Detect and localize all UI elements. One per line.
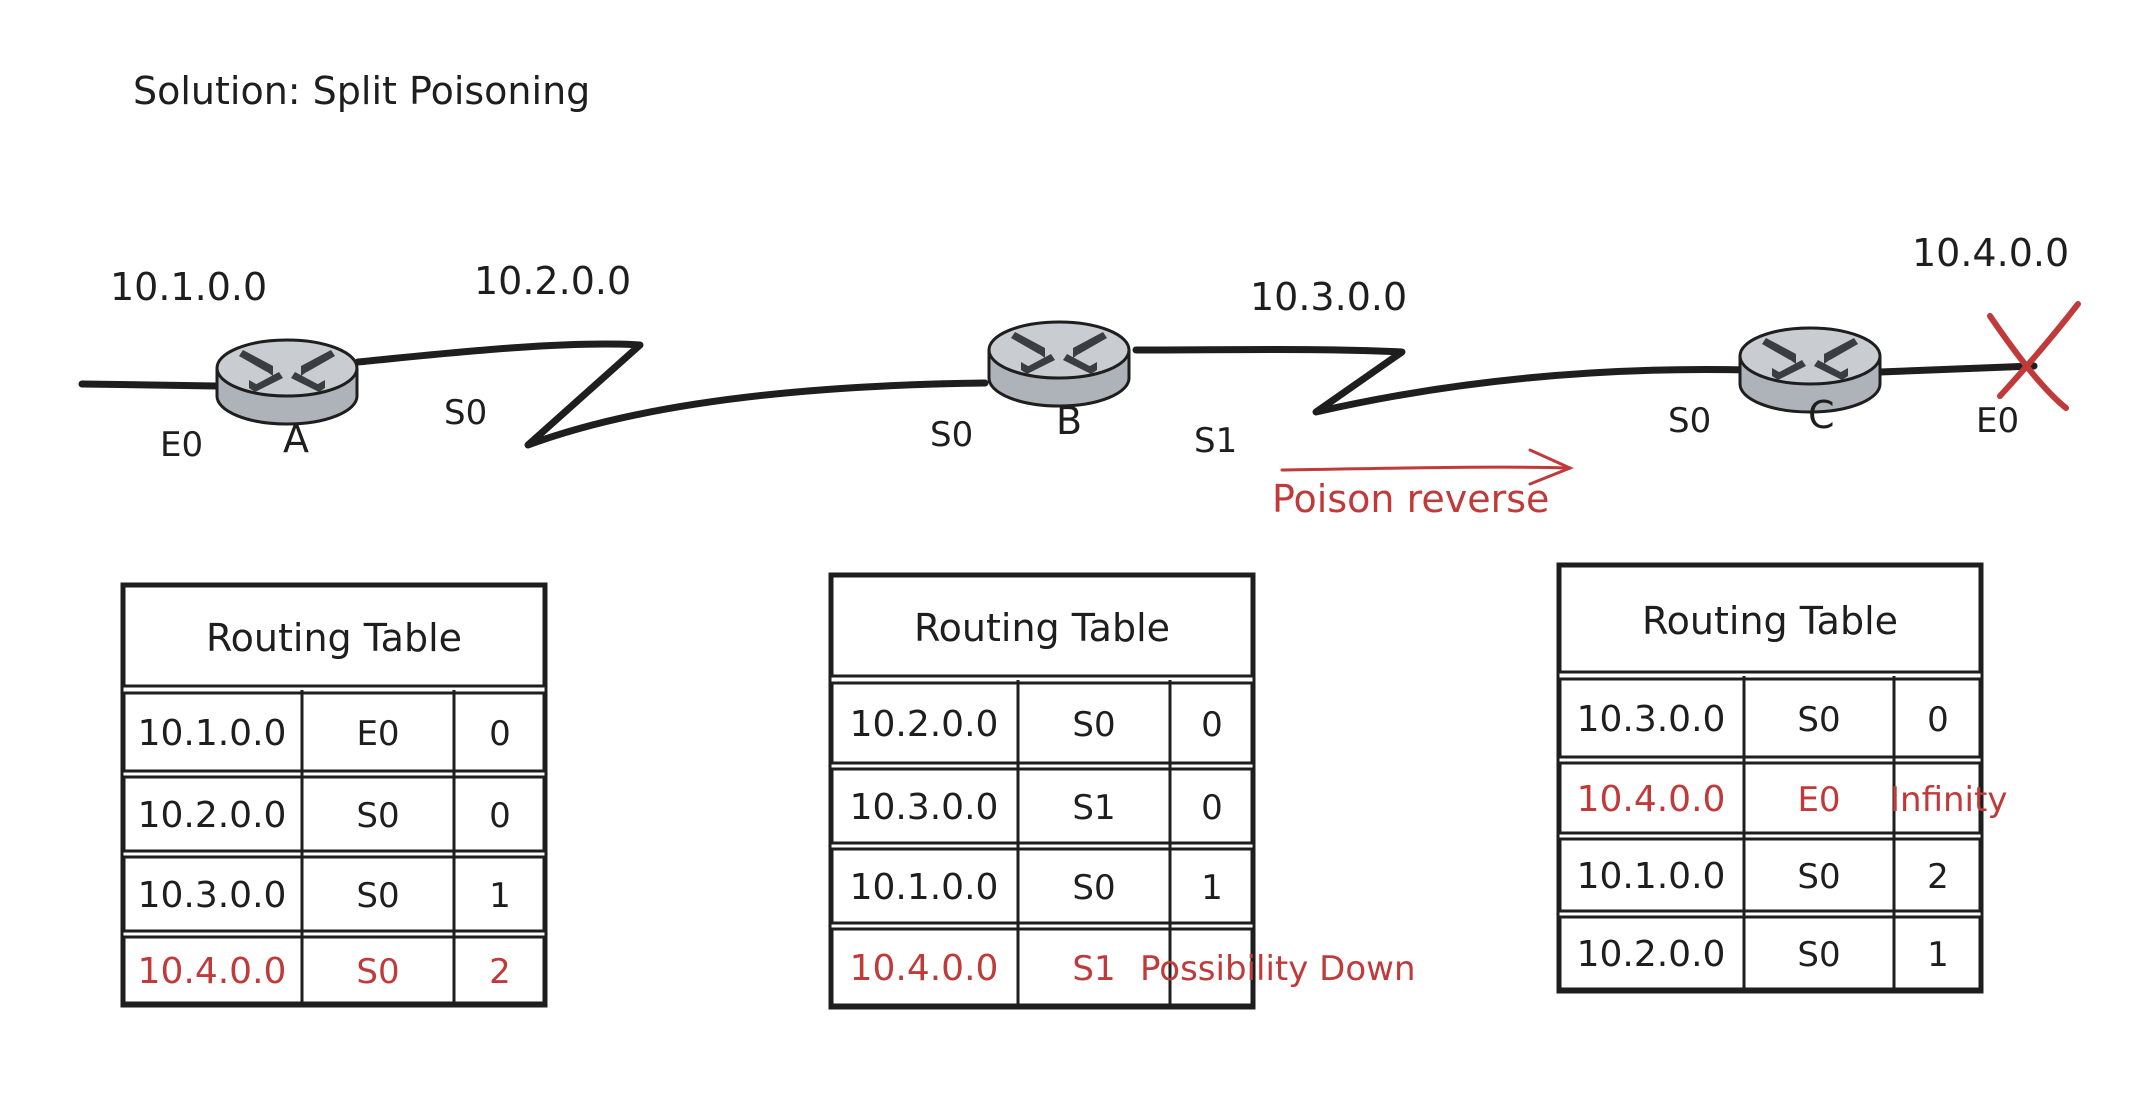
poison-reverse-arrow-icon — [1280, 448, 1574, 486]
iface-c-e0: E0 — [1976, 401, 2019, 441]
table-row — [122, 691, 546, 773]
table-border — [120, 582, 548, 1008]
table-cell-net: 10.4.0.0 — [850, 948, 999, 989]
router-b-label: B — [1056, 399, 1082, 443]
routing-table-c: Routing Table 10.3.0.0 S0 0 10.4.0.0 E0 Infini… — [1556, 562, 2007, 994]
table-cell-hops: Possibility Down — [1140, 949, 1416, 989]
table-row — [122, 775, 546, 853]
table-cell-net: 10.1.0.0 — [850, 867, 999, 908]
router-a-label: A — [283, 417, 309, 461]
table-header-box — [830, 574, 1254, 678]
table-row — [830, 927, 1254, 1007]
table-cell-iface: S0 — [1797, 700, 1840, 740]
router-c-label: C — [1808, 393, 1835, 437]
iface-a-e0: E0 — [160, 425, 203, 465]
table-cell-hops: 0 — [489, 714, 511, 754]
router-a-icon — [215, 338, 359, 426]
table-row — [1558, 915, 1982, 991]
table-header-box — [122, 584, 546, 688]
table-cell-hops: 1 — [1201, 868, 1223, 908]
table-header: Routing Table — [206, 616, 462, 660]
table-row — [830, 681, 1254, 765]
table-row — [122, 935, 546, 1005]
iface-c-s0: S0 — [1668, 401, 1711, 441]
table-row — [1558, 761, 1982, 835]
table-cell-net: 10.2.0.0 — [1577, 934, 1726, 975]
table-cell-net: 10.2.0.0 — [138, 795, 287, 836]
network-label-10-3-0-0: 10.3.0.0 — [1250, 275, 1407, 319]
diagram-title: Solution: Split Poisoning — [133, 69, 590, 113]
table-row — [122, 855, 546, 933]
poison-reverse-label: Poison reverse — [1272, 477, 1549, 521]
link-a-b-serial — [354, 340, 989, 449]
table-cell-net: 10.2.0.0 — [850, 704, 999, 745]
table-cell-hops: 0 — [1927, 700, 1949, 740]
table-cell-iface: E0 — [356, 714, 399, 754]
link-10-4-0-0 — [1876, 362, 2038, 376]
table-cell-hops: 1 — [1927, 935, 1949, 975]
table-cell-iface: E0 — [1797, 780, 1840, 820]
iface-b-s1: S1 — [1194, 421, 1237, 461]
table-cell-iface: S0 — [356, 876, 399, 916]
table-border — [828, 572, 1256, 1010]
table-cell-iface: S0 — [356, 796, 399, 836]
iface-b-s0: S0 — [930, 415, 973, 455]
table-cell-hops: Infinity — [1890, 780, 2007, 820]
table-header: Routing Table — [1642, 599, 1898, 643]
table-cell-iface: S0 — [1797, 857, 1840, 897]
table-border — [1556, 562, 1984, 994]
link-down-x-icon — [1987, 301, 2081, 411]
router-b-icon — [987, 320, 1131, 408]
table-row — [830, 767, 1254, 845]
table-cell-net: 10.1.0.0 — [138, 713, 287, 754]
table-cell-net: 10.3.0.0 — [1577, 699, 1726, 740]
table-cell-iface: S1 — [1072, 949, 1115, 989]
routing-table-a: Routing Table 10.1.0.0 E0 0 10.2.0.0 S0 0 10.3.… — [120, 582, 548, 1008]
table-cell-net: 10.4.0.0 — [138, 951, 287, 992]
link-10-1-0-0 — [78, 380, 220, 390]
table-cell-hops: 0 — [1201, 788, 1223, 828]
table-row — [830, 847, 1254, 925]
table-cell-net: 10.3.0.0 — [138, 875, 287, 916]
table-header: Routing Table — [914, 606, 1170, 650]
table-cell-iface: S0 — [1797, 935, 1840, 975]
table-header-box — [1558, 564, 1982, 674]
network-label-10-2-0-0: 10.2.0.0 — [474, 259, 631, 303]
table-cell-hops: 0 — [489, 796, 511, 836]
link-b-c-serial — [1132, 346, 1754, 416]
network-label-10-1-0-0: 10.1.0.0 — [110, 265, 267, 309]
table-cell-net: 10.4.0.0 — [1577, 779, 1726, 820]
table-cell-net: 10.3.0.0 — [850, 787, 999, 828]
table-cell-iface: S0 — [1072, 705, 1115, 745]
table-cell-iface: S0 — [1072, 868, 1115, 908]
table-cell-iface: S0 — [356, 952, 399, 992]
table-row — [1558, 677, 1982, 759]
table-cell-hops: 1 — [489, 876, 511, 916]
network-links — [78, 340, 2038, 449]
table-cell-iface: S1 — [1072, 788, 1115, 828]
table-row — [1558, 837, 1982, 913]
network-label-10-4-0-0: 10.4.0.0 — [1912, 231, 2069, 275]
table-cell-hops: 2 — [1927, 857, 1949, 897]
table-cell-net: 10.1.0.0 — [1577, 856, 1726, 897]
table-cell-hops: 0 — [1201, 705, 1223, 745]
table-cell-hops: 2 — [489, 952, 511, 992]
routing-table-b: Routing Table 10.2.0.0 S0 0 10.3.0.0 S1 0 10.1.… — [828, 572, 1416, 1010]
iface-a-s0: S0 — [444, 393, 487, 433]
